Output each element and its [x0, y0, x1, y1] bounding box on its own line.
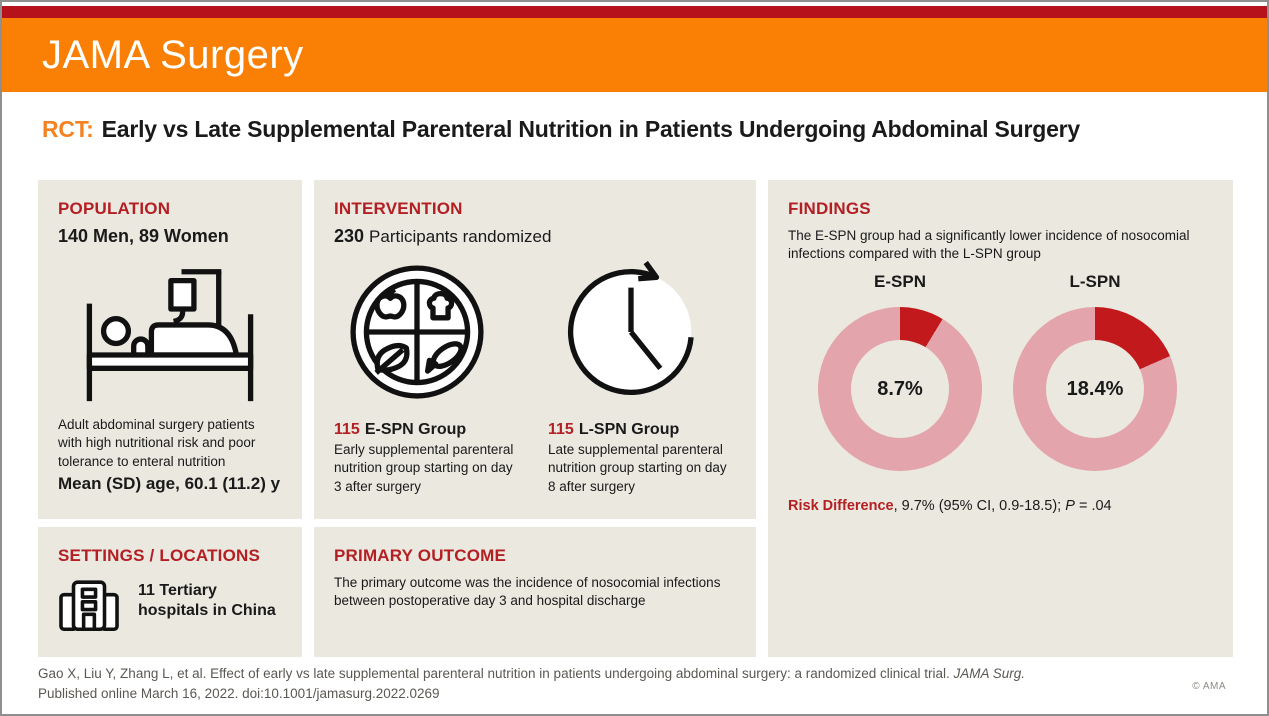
- espn-description: Early supplemental parenteral nutrition …: [334, 442, 514, 494]
- citation-text: Gao X, Liu Y, Zhang L, et al. Effect of …: [38, 666, 954, 681]
- lspn-donut-label: L-SPN: [1069, 272, 1121, 291]
- lspn-group: 115 L-SPN Group Late supplemental parente…: [548, 421, 736, 496]
- page-title-text: Early vs Late Supplemental Parenteral Nu…: [101, 116, 1081, 142]
- hospital-icon: [58, 579, 120, 638]
- page-title: RCT: Early vs Late Supplemental Parentera…: [42, 116, 1080, 143]
- espn-donut-ring: 8.7%: [818, 307, 982, 471]
- settings-panel: SETTINGS / LOCATIONS 11 Tertiary hospita…: [38, 527, 302, 657]
- citation-journal: JAMA Surg.: [953, 666, 1026, 681]
- lspn-count: 115: [548, 421, 574, 438]
- risk-difference-value: , 9.7% (95% CI, 0.9-18.5);: [893, 498, 1066, 514]
- population-heading: POPULATION: [58, 199, 171, 218]
- population-age-stat: Mean (SD) age, 60.1 (11.2) y: [58, 474, 281, 494]
- food-plate-icon: [346, 261, 488, 408]
- clock-icon: [560, 260, 702, 408]
- population-panel: POPULATION 140 Men, 89 Women Adult abdom…: [38, 180, 302, 519]
- risk-difference-line: Risk Difference, 9.7% (95% CI, 0.9-18.5)…: [788, 498, 1112, 514]
- risk-p-symbol: P: [1065, 498, 1075, 514]
- randomized-label: Participants randomized: [369, 227, 552, 246]
- journal-brand: JAMA Surgery: [42, 32, 304, 77]
- settings-text: 11 Tertiary hospitals in China: [138, 582, 276, 619]
- findings-panel: FINDINGS The E-SPN group had a significa…: [768, 180, 1233, 657]
- findings-text: The E-SPN group had a significantly lowe…: [788, 228, 1190, 262]
- espn-donut-label: E-SPN: [874, 272, 926, 291]
- findings-heading: FINDINGS: [788, 199, 871, 218]
- primary-outcome-text: The primary outcome was the incidence of…: [334, 575, 721, 609]
- population-description: Adult abdominal surgery patients with hi…: [58, 417, 256, 469]
- lspn-donut-ring: 18.4%: [1013, 307, 1177, 471]
- study-type-tag: RCT:: [42, 116, 94, 142]
- lspn-donut-value: 18.4%: [1066, 377, 1124, 400]
- primary-outcome-heading: PRIMARY OUTCOME: [334, 546, 507, 565]
- espn-name: E-SPN Group: [364, 421, 467, 438]
- top-accent-strip: [2, 6, 1267, 18]
- population-counts: 140 Men, 89 Women: [58, 226, 229, 246]
- settings-heading: SETTINGS / LOCATIONS: [58, 546, 261, 565]
- espn-donut-chart: E-SPN 8.7%: [818, 272, 982, 471]
- intervention-panel: INTERVENTION 230 Participants randomized: [314, 180, 756, 519]
- lspn-donut-chart: L-SPN 18.4%: [1013, 272, 1177, 471]
- masthead: JAMA Surgery: [2, 18, 1267, 92]
- citation-line2: Published online March 16, 2022. doi:10.…: [38, 686, 440, 702]
- lspn-name: L-SPN Group: [578, 421, 680, 438]
- risk-difference-label: Risk Difference: [788, 498, 894, 514]
- espn-group: 115 E-SPN Group Early supplemental parent…: [334, 421, 522, 496]
- espn-donut-value: 8.7%: [877, 377, 923, 400]
- randomized-count: 230: [334, 226, 365, 246]
- citation: Gao X, Liu Y, Zhang L, et al. Effect of …: [38, 664, 1058, 705]
- risk-p-value: = .04: [1074, 498, 1112, 514]
- patient-in-bed-icon: [77, 261, 263, 408]
- intervention-heading: INTERVENTION: [334, 199, 463, 218]
- lspn-description: Late supplemental parenteral nutrition g…: [548, 442, 727, 494]
- copyright-notice: © AMA: [1192, 681, 1226, 692]
- espn-count: 115: [334, 421, 360, 438]
- primary-outcome-panel: PRIMARY OUTCOME The primary outcome was …: [314, 527, 756, 657]
- randomized-line: 230 Participants randomized: [334, 226, 736, 247]
